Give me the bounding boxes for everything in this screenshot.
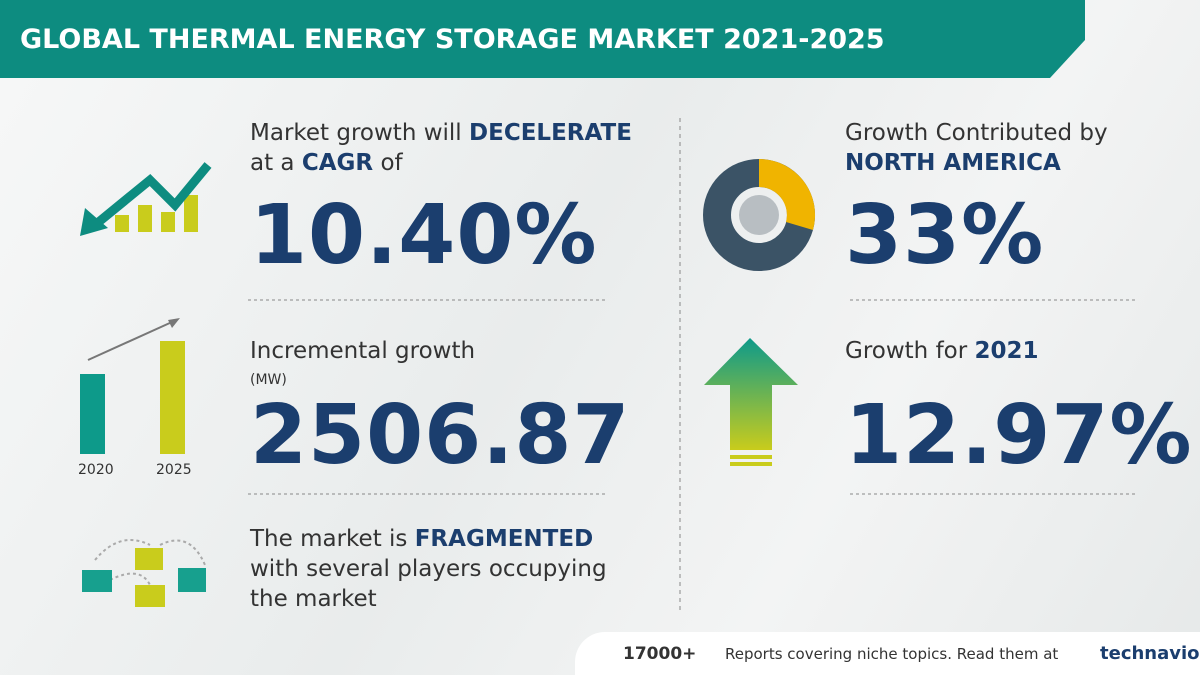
year-label: 2025: [156, 462, 192, 478]
structure-text: The market is FRAGMENTED with several pl…: [250, 524, 650, 614]
emphasis: FRAGMENTED: [414, 526, 594, 552]
yoy-text: Growth for 2021: [845, 336, 1039, 366]
text: at a: [250, 150, 295, 176]
count: 17000+: [623, 644, 697, 664]
emphasis: 2021: [974, 338, 1039, 364]
region-name: NORTH AMERICA: [845, 150, 1061, 176]
decline-icon: [80, 162, 212, 236]
footer: 17000+ Reports covering niche topics. Re…: [575, 632, 1200, 675]
region-label: Growth Contributed by: [845, 120, 1108, 146]
footer-text: Reports covering niche topics. Read them…: [725, 645, 1059, 663]
brand[interactable]: technavio: [1100, 643, 1200, 664]
emphasis: CAGR: [301, 150, 374, 176]
unit: (MW): [250, 372, 287, 388]
incremental-label: Incremental growth: [250, 338, 476, 364]
text: with several players occupying the marke…: [250, 556, 607, 612]
yoy-value: 12.97%: [845, 388, 1193, 483]
fragment-icon: [82, 539, 206, 607]
donut-icon: [703, 158, 816, 271]
cagr-value: 10.40%: [250, 188, 598, 283]
incremental-value: 2506.87: [250, 388, 631, 483]
title-banner: [0, 0, 1085, 78]
text: The market is: [250, 526, 408, 552]
emphasis: DECELERATE: [469, 120, 632, 146]
year-label: 2020: [78, 462, 114, 478]
text: Growth for: [845, 338, 968, 364]
text: Market growth will: [250, 120, 462, 146]
cagr-text: Market growth will DECELERATE at a CAGR …: [250, 118, 670, 178]
up-arrow-icon: [704, 338, 798, 466]
title: GLOBAL THERMAL ENERGY STORAGE MARKET 202…: [20, 24, 885, 55]
bar-icon: [80, 318, 185, 454]
region-value: 33%: [845, 188, 1045, 283]
text: of: [380, 150, 403, 176]
